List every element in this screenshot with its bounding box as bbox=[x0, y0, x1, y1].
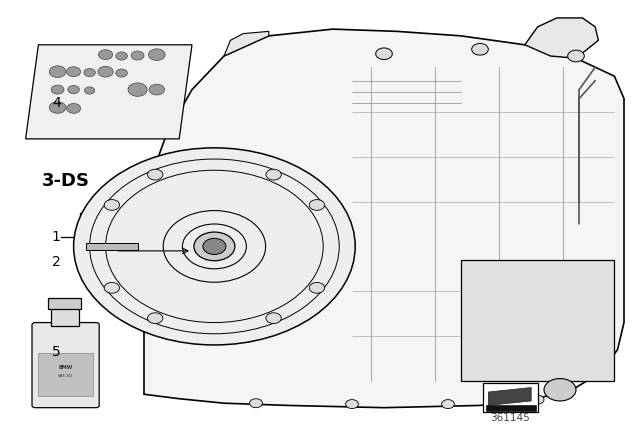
Circle shape bbox=[266, 313, 282, 323]
Bar bbox=[51, 306, 79, 326]
Circle shape bbox=[250, 399, 262, 408]
Circle shape bbox=[116, 69, 127, 77]
Circle shape bbox=[98, 66, 113, 77]
Circle shape bbox=[266, 169, 282, 180]
Bar bbox=[86, 243, 138, 250]
Circle shape bbox=[148, 49, 165, 60]
Text: 361145: 361145 bbox=[490, 414, 531, 423]
Text: 5: 5 bbox=[52, 345, 61, 359]
Polygon shape bbox=[224, 31, 269, 56]
Circle shape bbox=[116, 52, 127, 60]
FancyBboxPatch shape bbox=[32, 323, 99, 408]
Circle shape bbox=[51, 85, 64, 94]
Circle shape bbox=[148, 169, 163, 180]
Text: 2: 2 bbox=[52, 255, 61, 269]
Circle shape bbox=[68, 86, 79, 94]
Circle shape bbox=[442, 400, 454, 409]
Circle shape bbox=[531, 395, 544, 404]
Circle shape bbox=[194, 232, 235, 261]
Bar bbox=[48, 298, 81, 309]
Circle shape bbox=[131, 51, 144, 60]
Circle shape bbox=[149, 84, 164, 95]
Circle shape bbox=[99, 50, 113, 60]
Circle shape bbox=[376, 48, 392, 60]
Circle shape bbox=[309, 283, 324, 293]
Circle shape bbox=[568, 50, 584, 62]
Circle shape bbox=[84, 87, 95, 94]
Circle shape bbox=[74, 148, 355, 345]
Circle shape bbox=[472, 43, 488, 55]
Text: 4: 4 bbox=[52, 96, 61, 110]
Text: 3-DS: 3-DS bbox=[42, 172, 90, 190]
Text: 1: 1 bbox=[52, 230, 61, 245]
Circle shape bbox=[67, 67, 81, 77]
Polygon shape bbox=[144, 29, 624, 408]
Circle shape bbox=[147, 313, 163, 323]
Circle shape bbox=[49, 102, 66, 113]
Circle shape bbox=[346, 400, 358, 409]
Polygon shape bbox=[525, 18, 598, 58]
Circle shape bbox=[309, 200, 324, 211]
Circle shape bbox=[128, 83, 147, 96]
Circle shape bbox=[104, 283, 120, 293]
Polygon shape bbox=[26, 45, 192, 139]
Circle shape bbox=[544, 379, 576, 401]
Circle shape bbox=[67, 103, 81, 113]
Polygon shape bbox=[461, 260, 614, 381]
Circle shape bbox=[203, 238, 226, 254]
Polygon shape bbox=[488, 388, 531, 405]
Text: SAF-XO: SAF-XO bbox=[58, 375, 73, 378]
Circle shape bbox=[84, 69, 95, 77]
Bar bbox=[38, 353, 93, 396]
Bar bbox=[483, 383, 538, 412]
Circle shape bbox=[104, 200, 120, 211]
Circle shape bbox=[49, 66, 66, 78]
Bar bbox=[486, 405, 536, 411]
Text: BMW: BMW bbox=[58, 365, 73, 370]
